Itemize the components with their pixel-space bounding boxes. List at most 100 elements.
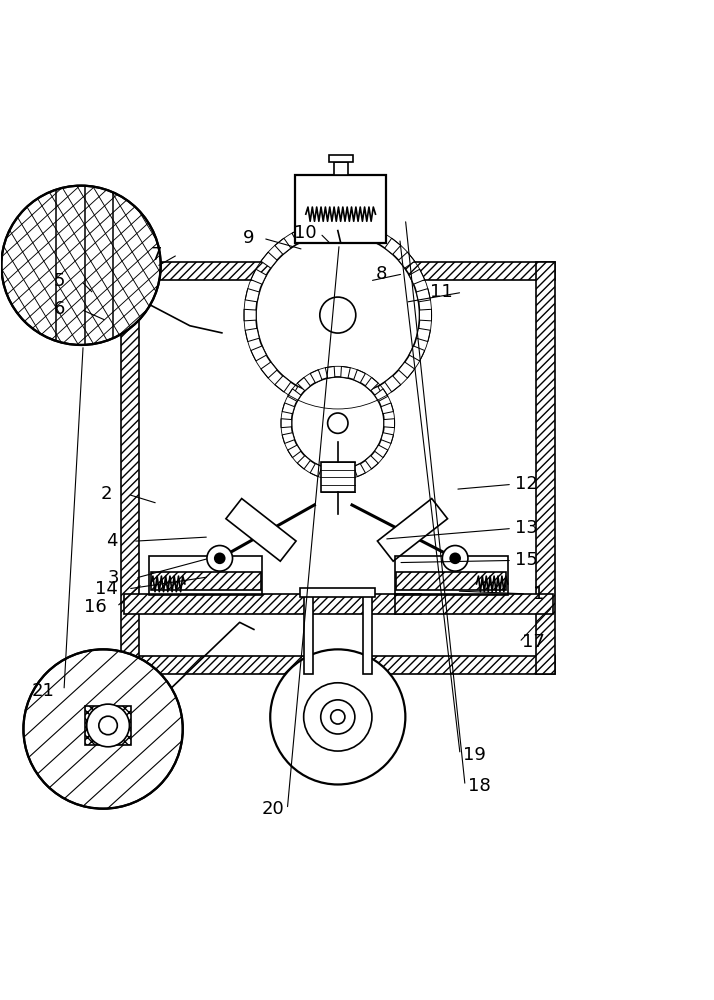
Circle shape (328, 413, 348, 433)
Text: 12: 12 (515, 475, 538, 493)
Circle shape (256, 233, 420, 397)
Polygon shape (381, 433, 393, 443)
Polygon shape (385, 376, 401, 392)
Bar (84, 706, 131, 745)
Polygon shape (326, 366, 335, 378)
Polygon shape (409, 346, 425, 361)
Circle shape (99, 716, 117, 735)
Polygon shape (297, 456, 311, 469)
Polygon shape (341, 468, 351, 480)
Polygon shape (245, 289, 259, 302)
Polygon shape (398, 252, 415, 268)
Polygon shape (366, 456, 378, 469)
Circle shape (207, 546, 233, 571)
Text: 8: 8 (376, 265, 388, 283)
Text: 20: 20 (262, 800, 284, 818)
Polygon shape (297, 377, 311, 391)
Circle shape (443, 546, 468, 571)
Polygon shape (378, 499, 448, 561)
Polygon shape (341, 366, 351, 378)
Text: 13: 13 (515, 519, 538, 537)
Circle shape (215, 553, 225, 563)
Circle shape (303, 683, 372, 751)
Polygon shape (311, 222, 325, 237)
Circle shape (1, 186, 161, 345)
Polygon shape (288, 445, 301, 458)
Polygon shape (416, 328, 431, 342)
Bar (300, 588, 376, 597)
Polygon shape (245, 328, 259, 342)
Polygon shape (366, 377, 378, 391)
Bar (328, 155, 353, 162)
Text: 18: 18 (468, 777, 491, 795)
Bar (151, 572, 261, 590)
Text: 2: 2 (101, 485, 112, 503)
Polygon shape (282, 433, 295, 443)
Bar (395, 594, 553, 614)
Bar (149, 556, 263, 595)
Polygon shape (398, 362, 415, 378)
Polygon shape (275, 376, 291, 392)
Circle shape (24, 649, 183, 809)
Polygon shape (375, 445, 388, 458)
Polygon shape (384, 419, 395, 428)
Text: 21: 21 (31, 682, 54, 700)
Polygon shape (326, 468, 335, 480)
Bar (395, 556, 508, 595)
Circle shape (331, 710, 345, 724)
Text: 17: 17 (522, 633, 545, 651)
Polygon shape (351, 394, 364, 408)
Polygon shape (288, 389, 301, 401)
Circle shape (321, 700, 355, 734)
Circle shape (320, 297, 356, 333)
Bar (333, 162, 348, 175)
Text: 7: 7 (151, 246, 162, 264)
Polygon shape (419, 309, 431, 321)
Text: 3: 3 (108, 569, 119, 587)
Text: 6: 6 (54, 300, 66, 318)
Polygon shape (368, 386, 383, 402)
Polygon shape (292, 386, 307, 402)
Bar (121, 262, 139, 674)
Text: 10: 10 (294, 224, 317, 242)
Circle shape (270, 649, 406, 784)
Circle shape (86, 704, 129, 747)
Polygon shape (353, 464, 366, 477)
Text: 15: 15 (515, 551, 538, 569)
Text: 5: 5 (54, 272, 66, 290)
Bar (121, 656, 555, 674)
Polygon shape (261, 252, 277, 268)
Polygon shape (409, 269, 425, 284)
Polygon shape (282, 403, 295, 414)
Polygon shape (353, 370, 366, 383)
Polygon shape (381, 403, 393, 414)
Polygon shape (244, 309, 256, 321)
Polygon shape (261, 362, 277, 378)
Polygon shape (416, 289, 431, 302)
Bar (124, 594, 421, 614)
Polygon shape (275, 238, 291, 254)
Polygon shape (251, 269, 266, 284)
Polygon shape (332, 221, 343, 233)
Bar (121, 262, 555, 280)
Text: 14: 14 (95, 580, 118, 598)
Polygon shape (332, 397, 343, 409)
Polygon shape (310, 370, 322, 383)
Polygon shape (375, 389, 388, 401)
Text: 1: 1 (533, 585, 544, 603)
Polygon shape (226, 499, 296, 561)
Text: 19: 19 (463, 746, 486, 764)
Text: 16: 16 (84, 598, 106, 616)
Bar (303, 594, 313, 674)
Polygon shape (311, 394, 325, 408)
Bar (536, 262, 555, 674)
Text: 9: 9 (243, 229, 255, 247)
Polygon shape (385, 238, 401, 254)
Text: 11: 11 (430, 283, 452, 301)
Polygon shape (281, 419, 292, 428)
Polygon shape (310, 464, 322, 477)
Bar (363, 594, 372, 674)
Text: 4: 4 (106, 532, 117, 550)
Bar (396, 572, 506, 590)
Circle shape (450, 553, 460, 563)
